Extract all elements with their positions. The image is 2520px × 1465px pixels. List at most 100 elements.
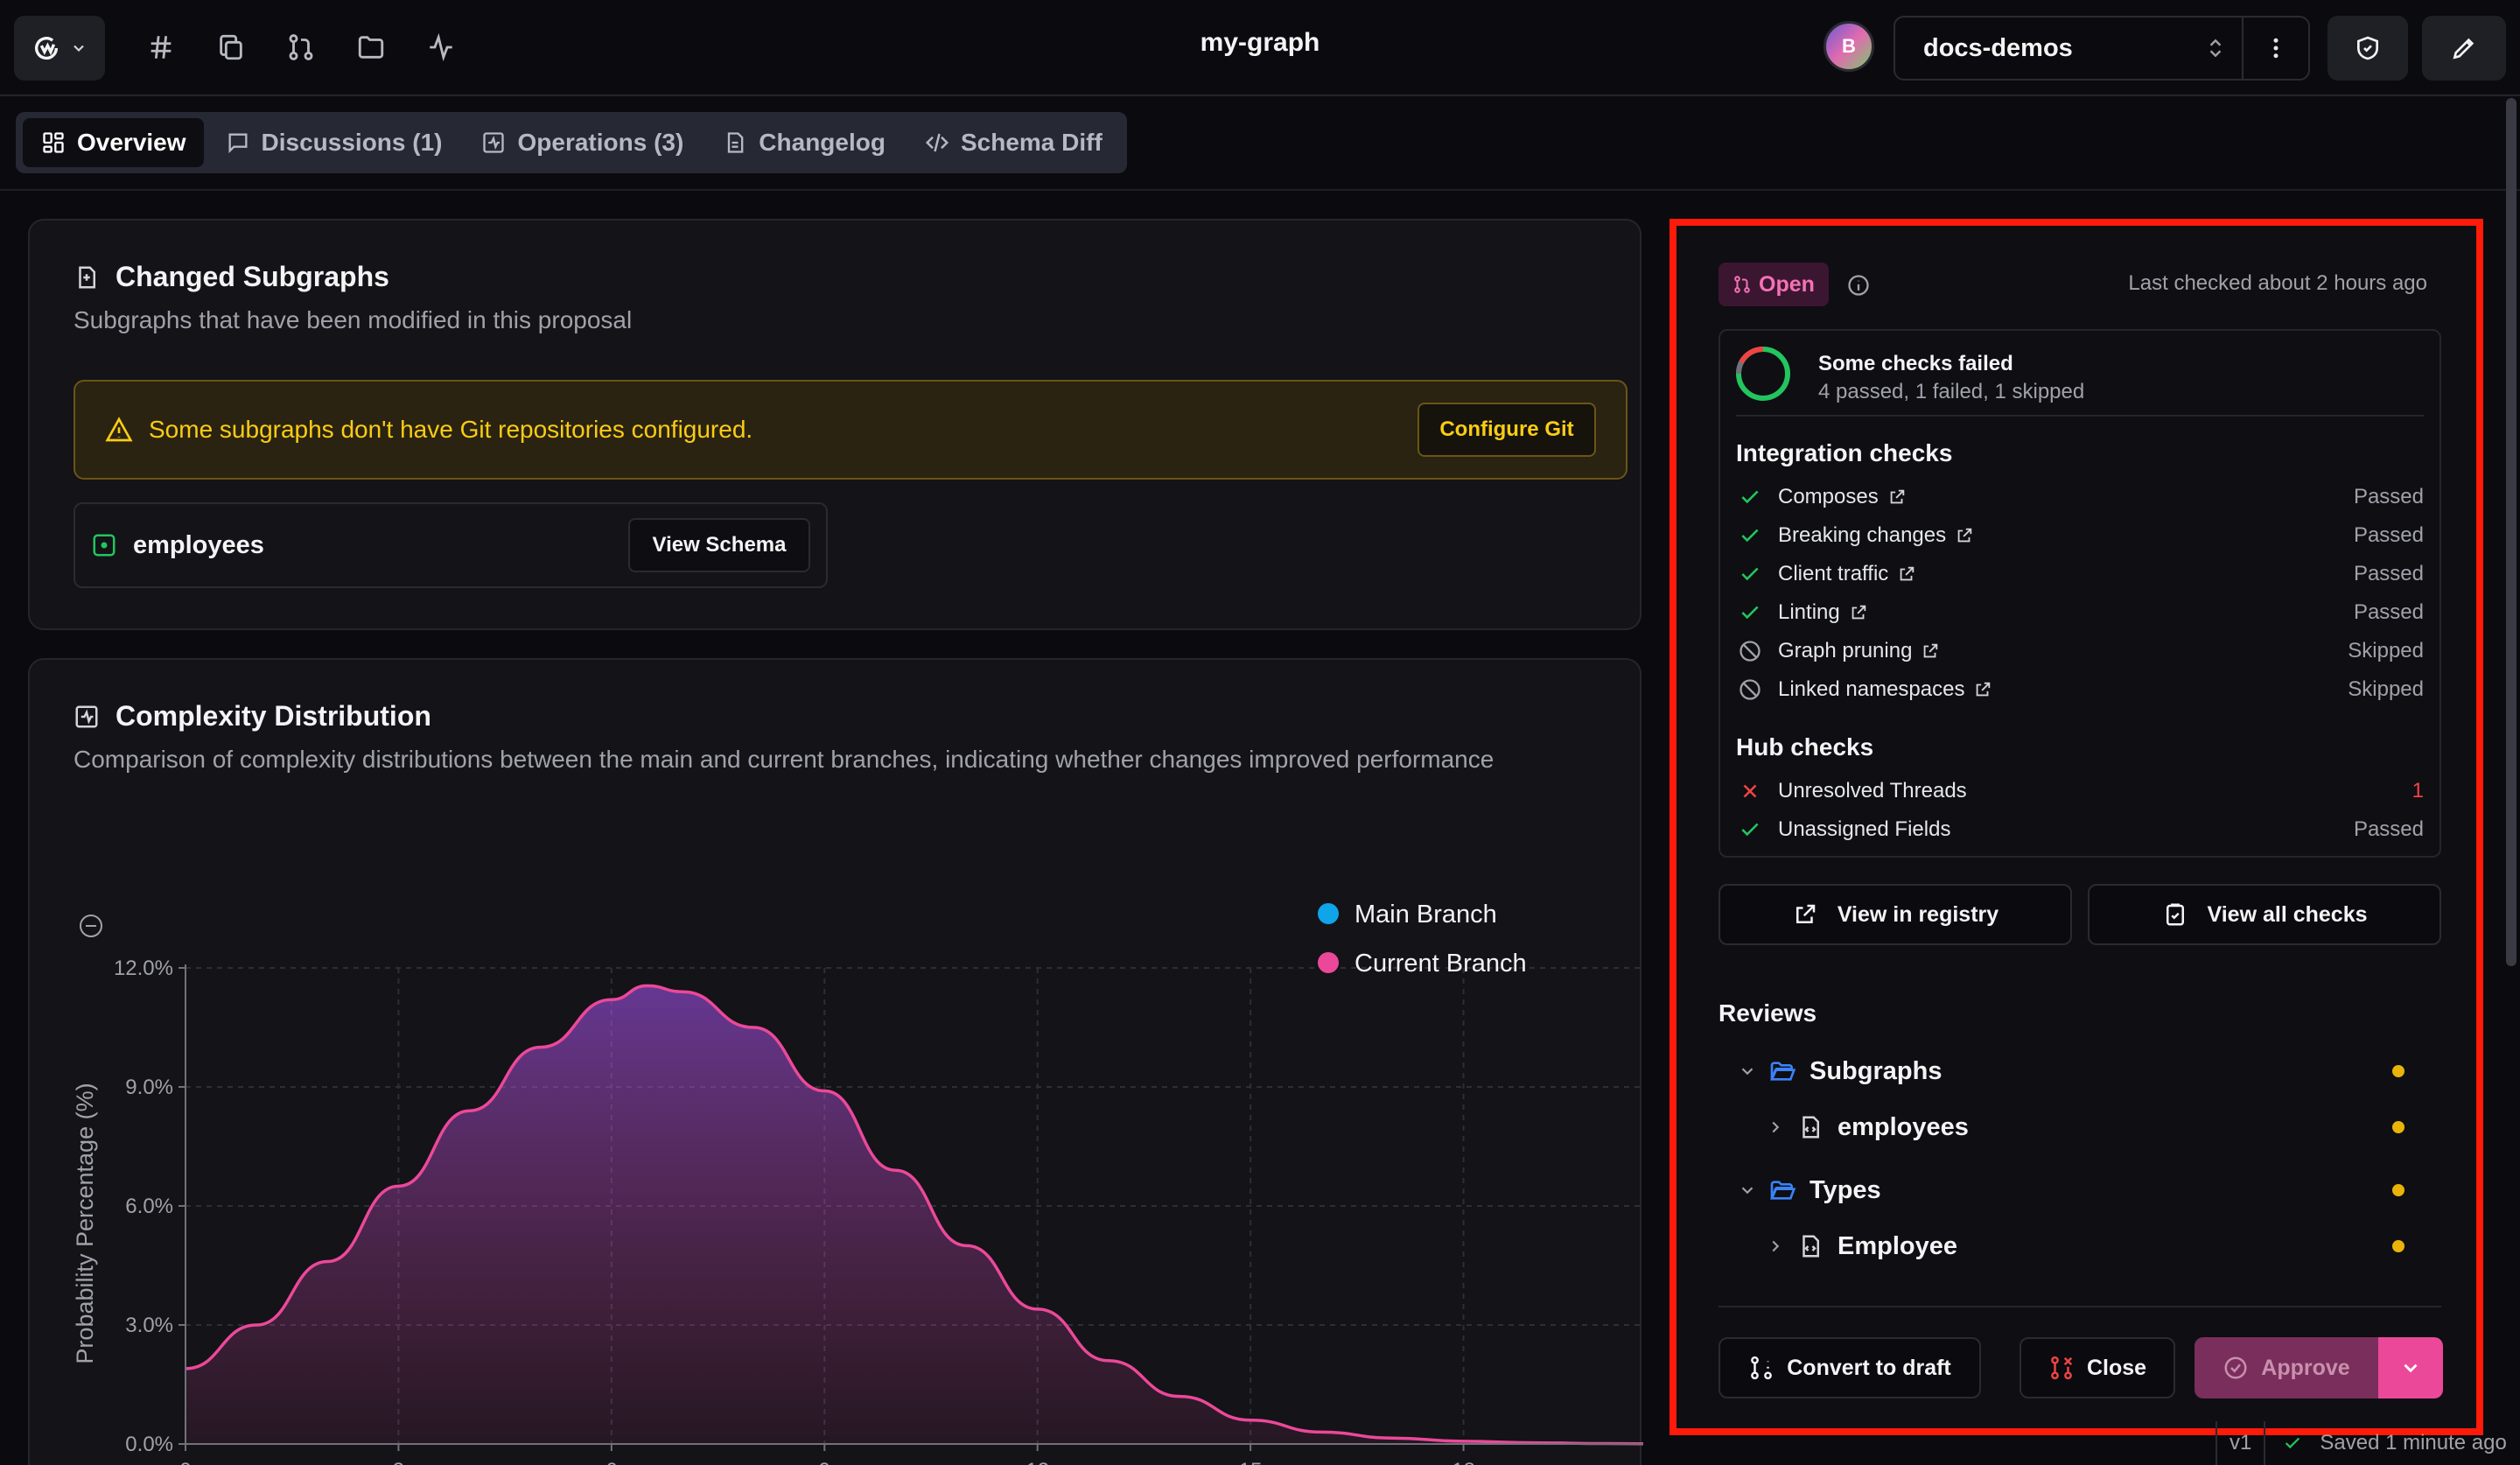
check-icon xyxy=(1736,522,1764,550)
checks-summary-detail: 4 passed, 1 failed, 1 skipped xyxy=(1818,380,2085,403)
y-tick-label: 3.0% xyxy=(125,1314,173,1337)
check-status: Skipped xyxy=(2348,639,2424,662)
check-row-graph-pruning: Graph pruning Skipped xyxy=(1736,632,2424,670)
file-code-icon xyxy=(1796,1112,1825,1142)
dashboard-icon xyxy=(40,130,66,156)
chevron-down-icon xyxy=(70,39,88,57)
y-tick-label: 9.0% xyxy=(125,1076,173,1099)
chart-series xyxy=(185,984,1643,1446)
clipboard-check-icon xyxy=(2162,901,2188,928)
pending-dot xyxy=(2392,1121,2404,1133)
tab-label: Schema Diff xyxy=(960,129,1102,156)
progress-ring-icon xyxy=(1732,343,1794,404)
pending-dot xyxy=(2392,1065,2404,1077)
hash-icon[interactable] xyxy=(144,30,178,65)
legend-swatch xyxy=(1318,952,1339,973)
check-row-unassigned-fields: Unassigned Fields Passed xyxy=(1736,810,2424,849)
x-tick-label: 0 xyxy=(179,1459,191,1465)
check-link[interactable]: Linked namespaces xyxy=(1778,677,1992,702)
tab-overview[interactable]: Overview xyxy=(23,118,204,167)
proposal-checks-panel: Open Last checked about 2 hours ago Some… xyxy=(1670,219,2483,1435)
external-link-icon xyxy=(1921,641,1940,661)
pending-dot xyxy=(2392,1240,2404,1252)
check-row-composes: Composes Passed xyxy=(1736,478,2424,516)
avatar[interactable]: B xyxy=(1824,21,1874,72)
check-name: Unresolved Threads xyxy=(1778,779,1967,803)
copy-icon[interactable] xyxy=(214,30,248,65)
y-axis-label: Probability Percentage (%) xyxy=(72,1083,98,1363)
edit-button[interactable] xyxy=(2422,16,2506,81)
close-button[interactable]: Close xyxy=(2020,1337,2175,1398)
chevron-down-icon[interactable] xyxy=(1734,1058,1760,1084)
tab-label: Overview xyxy=(77,129,186,156)
complexity-distribution-card: Complexity Distribution Comparison of co… xyxy=(28,658,1643,1465)
button-label: Approve xyxy=(2261,1355,2350,1380)
activity-square-icon xyxy=(480,130,507,156)
card-title-text: Complexity Distribution xyxy=(116,700,431,732)
x-tick-label: 6 xyxy=(606,1459,617,1465)
last-checked-text: Last checked about 2 hours ago xyxy=(2128,271,2427,295)
button-label: View all checks xyxy=(2207,901,2368,927)
check-icon xyxy=(1736,599,1764,627)
tab-discussions[interactable]: Discussions (1) xyxy=(207,118,460,167)
check-link[interactable]: Linting xyxy=(1778,600,1868,625)
review-item-label: employees xyxy=(1838,1112,1969,1141)
check-link[interactable]: Client traffic xyxy=(1778,562,1916,586)
check-name: Linting xyxy=(1778,600,1840,624)
git-pull-request-icon[interactable] xyxy=(284,30,318,65)
review-item-subgraphs[interactable]: Subgraphs xyxy=(1718,1047,2441,1096)
namespace-label: docs-demos xyxy=(1923,33,2073,62)
folder-icon[interactable] xyxy=(354,30,388,65)
view-schema-button[interactable]: View Schema xyxy=(628,518,810,572)
configure-git-button[interactable]: Configure Git xyxy=(1418,403,1596,457)
approve-options-button[interactable] xyxy=(2378,1337,2443,1398)
divider xyxy=(1718,1306,2441,1307)
external-link-icon xyxy=(1887,487,1907,507)
check-name: Unassigned Fields xyxy=(1778,817,1951,841)
tab-changelog[interactable]: Changelog xyxy=(704,118,903,167)
shield-button[interactable] xyxy=(2328,16,2408,81)
status-badge: Open xyxy=(1718,263,1829,306)
info-icon[interactable] xyxy=(1844,271,1872,299)
top-bar: my-graph B docs-demos xyxy=(0,0,2520,96)
external-link-icon xyxy=(1973,680,1992,699)
chevron-right-icon[interactable] xyxy=(1762,1233,1788,1259)
help-circle-icon xyxy=(80,915,102,937)
hub-checks-heading: Hub checks xyxy=(1736,733,1874,761)
check-row-breaking-changes: Breaking changes Passed xyxy=(1736,516,2424,555)
pending-dot xyxy=(2392,1184,2404,1196)
approve-button[interactable]: Approve xyxy=(2194,1337,2378,1398)
tab-bar: Overview Discussions (1) Operations (3) … xyxy=(16,112,1127,173)
tab-operations[interactable]: Operations (3) xyxy=(463,118,701,167)
x-tick-label: 9 xyxy=(819,1459,830,1465)
check-row-unresolved-threads: Unresolved Threads 1 xyxy=(1736,772,2424,810)
check-link[interactable]: Breaking changes xyxy=(1778,523,1974,548)
logo-icon xyxy=(32,33,61,63)
review-item-employee[interactable]: Employee xyxy=(1718,1222,2441,1271)
subgraph-modified-icon xyxy=(91,532,117,558)
chevron-down-icon[interactable] xyxy=(1734,1177,1760,1203)
check-icon xyxy=(2283,1433,2302,1453)
review-item-employees[interactable]: employees xyxy=(1718,1103,2441,1152)
tab-schema-diff[interactable]: Schema Diff xyxy=(906,118,1120,167)
convert-to-draft-button[interactable]: Convert to draft xyxy=(1718,1337,1981,1398)
view-in-registry-button[interactable]: View in registry xyxy=(1718,884,2072,945)
view-all-checks-button[interactable]: View all checks xyxy=(2088,884,2441,945)
check-link[interactable]: Graph pruning xyxy=(1778,639,1940,663)
check-name: Linked namespaces xyxy=(1778,677,1965,701)
review-item-label: Employee xyxy=(1838,1231,1957,1260)
namespace-select[interactable]: docs-demos xyxy=(1894,16,2310,81)
shield-check-icon xyxy=(2354,34,2382,62)
scrollbar[interactable] xyxy=(2506,98,2516,966)
more-vertical-icon[interactable] xyxy=(2242,18,2308,79)
skip-circle-icon xyxy=(1736,637,1764,665)
button-label: Close xyxy=(2086,1355,2147,1380)
check-link[interactable]: Composes xyxy=(1778,485,1907,509)
review-item-types[interactable]: Types xyxy=(1718,1166,2441,1215)
activity-icon[interactable] xyxy=(424,30,458,65)
saved-status: Saved 1 minute ago xyxy=(2320,1431,2507,1454)
chevron-right-icon[interactable] xyxy=(1762,1114,1788,1140)
workspace-switcher[interactable] xyxy=(14,16,105,81)
check-row-linting: Linting Passed xyxy=(1736,593,2424,632)
folder-open-icon xyxy=(1768,1175,1797,1205)
